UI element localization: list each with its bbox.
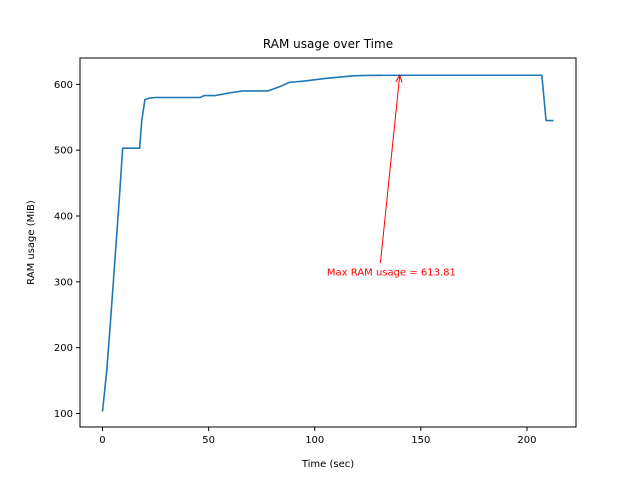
- y-tick-label: 400: [54, 212, 73, 223]
- plot-area: Max RAM usage = 613.81: [101, 74, 554, 412]
- x-tick-label: 100: [305, 435, 324, 446]
- y-axis-title: RAM usage (MiB): [26, 200, 37, 285]
- annotation-arrowhead: [395, 74, 403, 83]
- annotation-label: Max RAM usage = 613.81: [327, 267, 456, 278]
- y-tick-label: 600: [54, 80, 73, 91]
- y-tick-label: 300: [54, 277, 73, 288]
- x-axis-title: Time (sec): [301, 459, 354, 470]
- y-axis: 100 200 300 400 500 600: [54, 80, 80, 420]
- x-tick-label: 50: [202, 435, 215, 446]
- y-tick-label: 100: [54, 409, 73, 420]
- y-tick-label: 500: [54, 146, 73, 157]
- x-axis: 0 50 100 150 200: [99, 427, 537, 446]
- series-line: [101, 74, 554, 412]
- x-tick-label: 200: [517, 435, 536, 446]
- x-tick-label: 150: [411, 435, 430, 446]
- annotation-arrow: [379, 76, 401, 264]
- y-tick-label: 200: [54, 343, 73, 354]
- x-tick-label: 0: [99, 435, 105, 446]
- plot-frame: [79, 57, 577, 428]
- chart-title: RAM usage over Time: [263, 37, 393, 51]
